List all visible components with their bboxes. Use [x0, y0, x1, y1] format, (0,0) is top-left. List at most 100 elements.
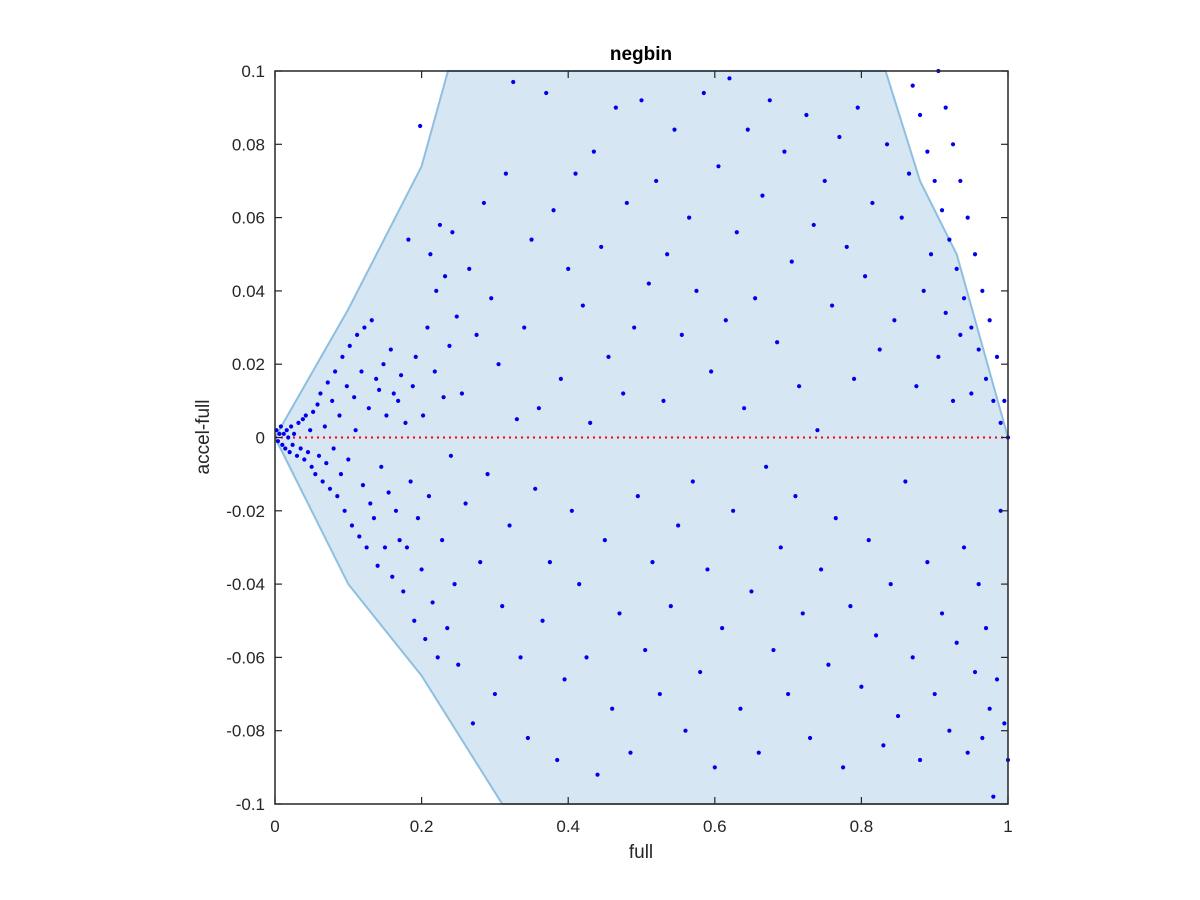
- data-point: [529, 237, 534, 242]
- data-point: [676, 523, 681, 528]
- data-point: [275, 439, 281, 444]
- data-point: [826, 662, 831, 667]
- data-point: [454, 314, 459, 319]
- data-point: [661, 398, 666, 403]
- data-point: [635, 494, 640, 499]
- y-tick-label: 0.06: [232, 209, 265, 228]
- data-point: [983, 625, 989, 631]
- data-point: [347, 343, 352, 348]
- data-point: [555, 757, 560, 763]
- data-point: [851, 376, 857, 381]
- data-point: [420, 413, 426, 418]
- data-point: [998, 420, 1003, 425]
- data-point: [1002, 721, 1007, 726]
- data-point: [679, 332, 684, 337]
- data-point: [315, 402, 320, 407]
- data-point: [756, 750, 761, 755]
- data-point: [344, 384, 349, 389]
- data-point: [333, 369, 338, 374]
- data-point: [580, 303, 585, 308]
- data-point: [296, 420, 301, 425]
- data-point: [698, 669, 703, 675]
- data-point: [401, 589, 406, 594]
- data-point: [646, 281, 651, 286]
- data-point: [415, 516, 421, 521]
- data-point: [536, 406, 541, 411]
- data-point: [286, 435, 291, 440]
- data-point: [818, 567, 824, 572]
- data-point: [470, 721, 476, 726]
- data-point: [445, 625, 450, 631]
- x-axis-label: full: [629, 842, 653, 863]
- data-point: [298, 446, 303, 451]
- data-point: [379, 464, 384, 469]
- y-axis-label: accel-full: [193, 400, 214, 475]
- data-point: [602, 538, 607, 543]
- y-tick-label: 0.1: [241, 62, 265, 81]
- data-point: [500, 603, 505, 609]
- data-point: [906, 171, 912, 176]
- data-point: [976, 347, 981, 352]
- y-tick-label: -0.06: [226, 648, 265, 667]
- data-points: [274, 68, 1011, 799]
- data-point: [349, 523, 355, 528]
- data-point: [393, 508, 399, 513]
- x-tick-label: 0.4: [556, 817, 580, 836]
- data-point: [452, 582, 457, 587]
- data-point: [403, 420, 408, 425]
- data-point: [368, 501, 373, 506]
- data-point: [456, 662, 461, 667]
- data-point: [278, 424, 283, 429]
- data-point: [789, 259, 794, 264]
- data-point: [322, 424, 327, 429]
- data-point: [419, 567, 424, 572]
- data-point: [388, 347, 393, 352]
- data-point: [485, 472, 490, 477]
- data-point: [998, 508, 1003, 513]
- data-point: [311, 409, 316, 414]
- data-point: [866, 538, 871, 543]
- data-point: [778, 545, 783, 550]
- data-point: [914, 384, 919, 389]
- data-point: [481, 200, 487, 206]
- data-point: [873, 633, 879, 638]
- data-point: [327, 486, 333, 491]
- data-point: [884, 142, 890, 147]
- data-point: [308, 428, 313, 433]
- data-point: [961, 296, 967, 301]
- data-point: [398, 373, 404, 378]
- data-point: [294, 453, 300, 458]
- data-point: [650, 560, 655, 565]
- data-point: [562, 677, 567, 682]
- data-point: [340, 354, 345, 359]
- data-point: [551, 208, 556, 213]
- data-point: [932, 691, 937, 697]
- data-point: [628, 750, 633, 755]
- y-tick-label: 0.08: [232, 135, 265, 154]
- data-point: [313, 472, 318, 477]
- data-point: [410, 384, 415, 389]
- data-point: [994, 677, 1000, 682]
- data-point: [450, 230, 455, 235]
- data-point: [888, 582, 893, 587]
- data-point: [786, 691, 791, 697]
- data-point: [705, 567, 710, 572]
- data-point: [723, 318, 728, 323]
- data-point: [573, 171, 578, 176]
- data-point: [742, 406, 747, 411]
- data-point: [533, 486, 538, 491]
- x-tick-label: 0.8: [850, 817, 874, 836]
- data-point: [943, 105, 948, 110]
- data-point: [848, 603, 853, 609]
- data-point: [917, 757, 923, 763]
- data-point: [595, 772, 600, 777]
- data-point: [577, 582, 582, 587]
- data-point: [364, 545, 369, 550]
- data-point: [331, 446, 336, 451]
- data-point: [330, 398, 335, 403]
- data-point: [767, 98, 772, 103]
- data-point: [994, 354, 1000, 359]
- data-point: [289, 424, 294, 429]
- data-point: [496, 362, 501, 367]
